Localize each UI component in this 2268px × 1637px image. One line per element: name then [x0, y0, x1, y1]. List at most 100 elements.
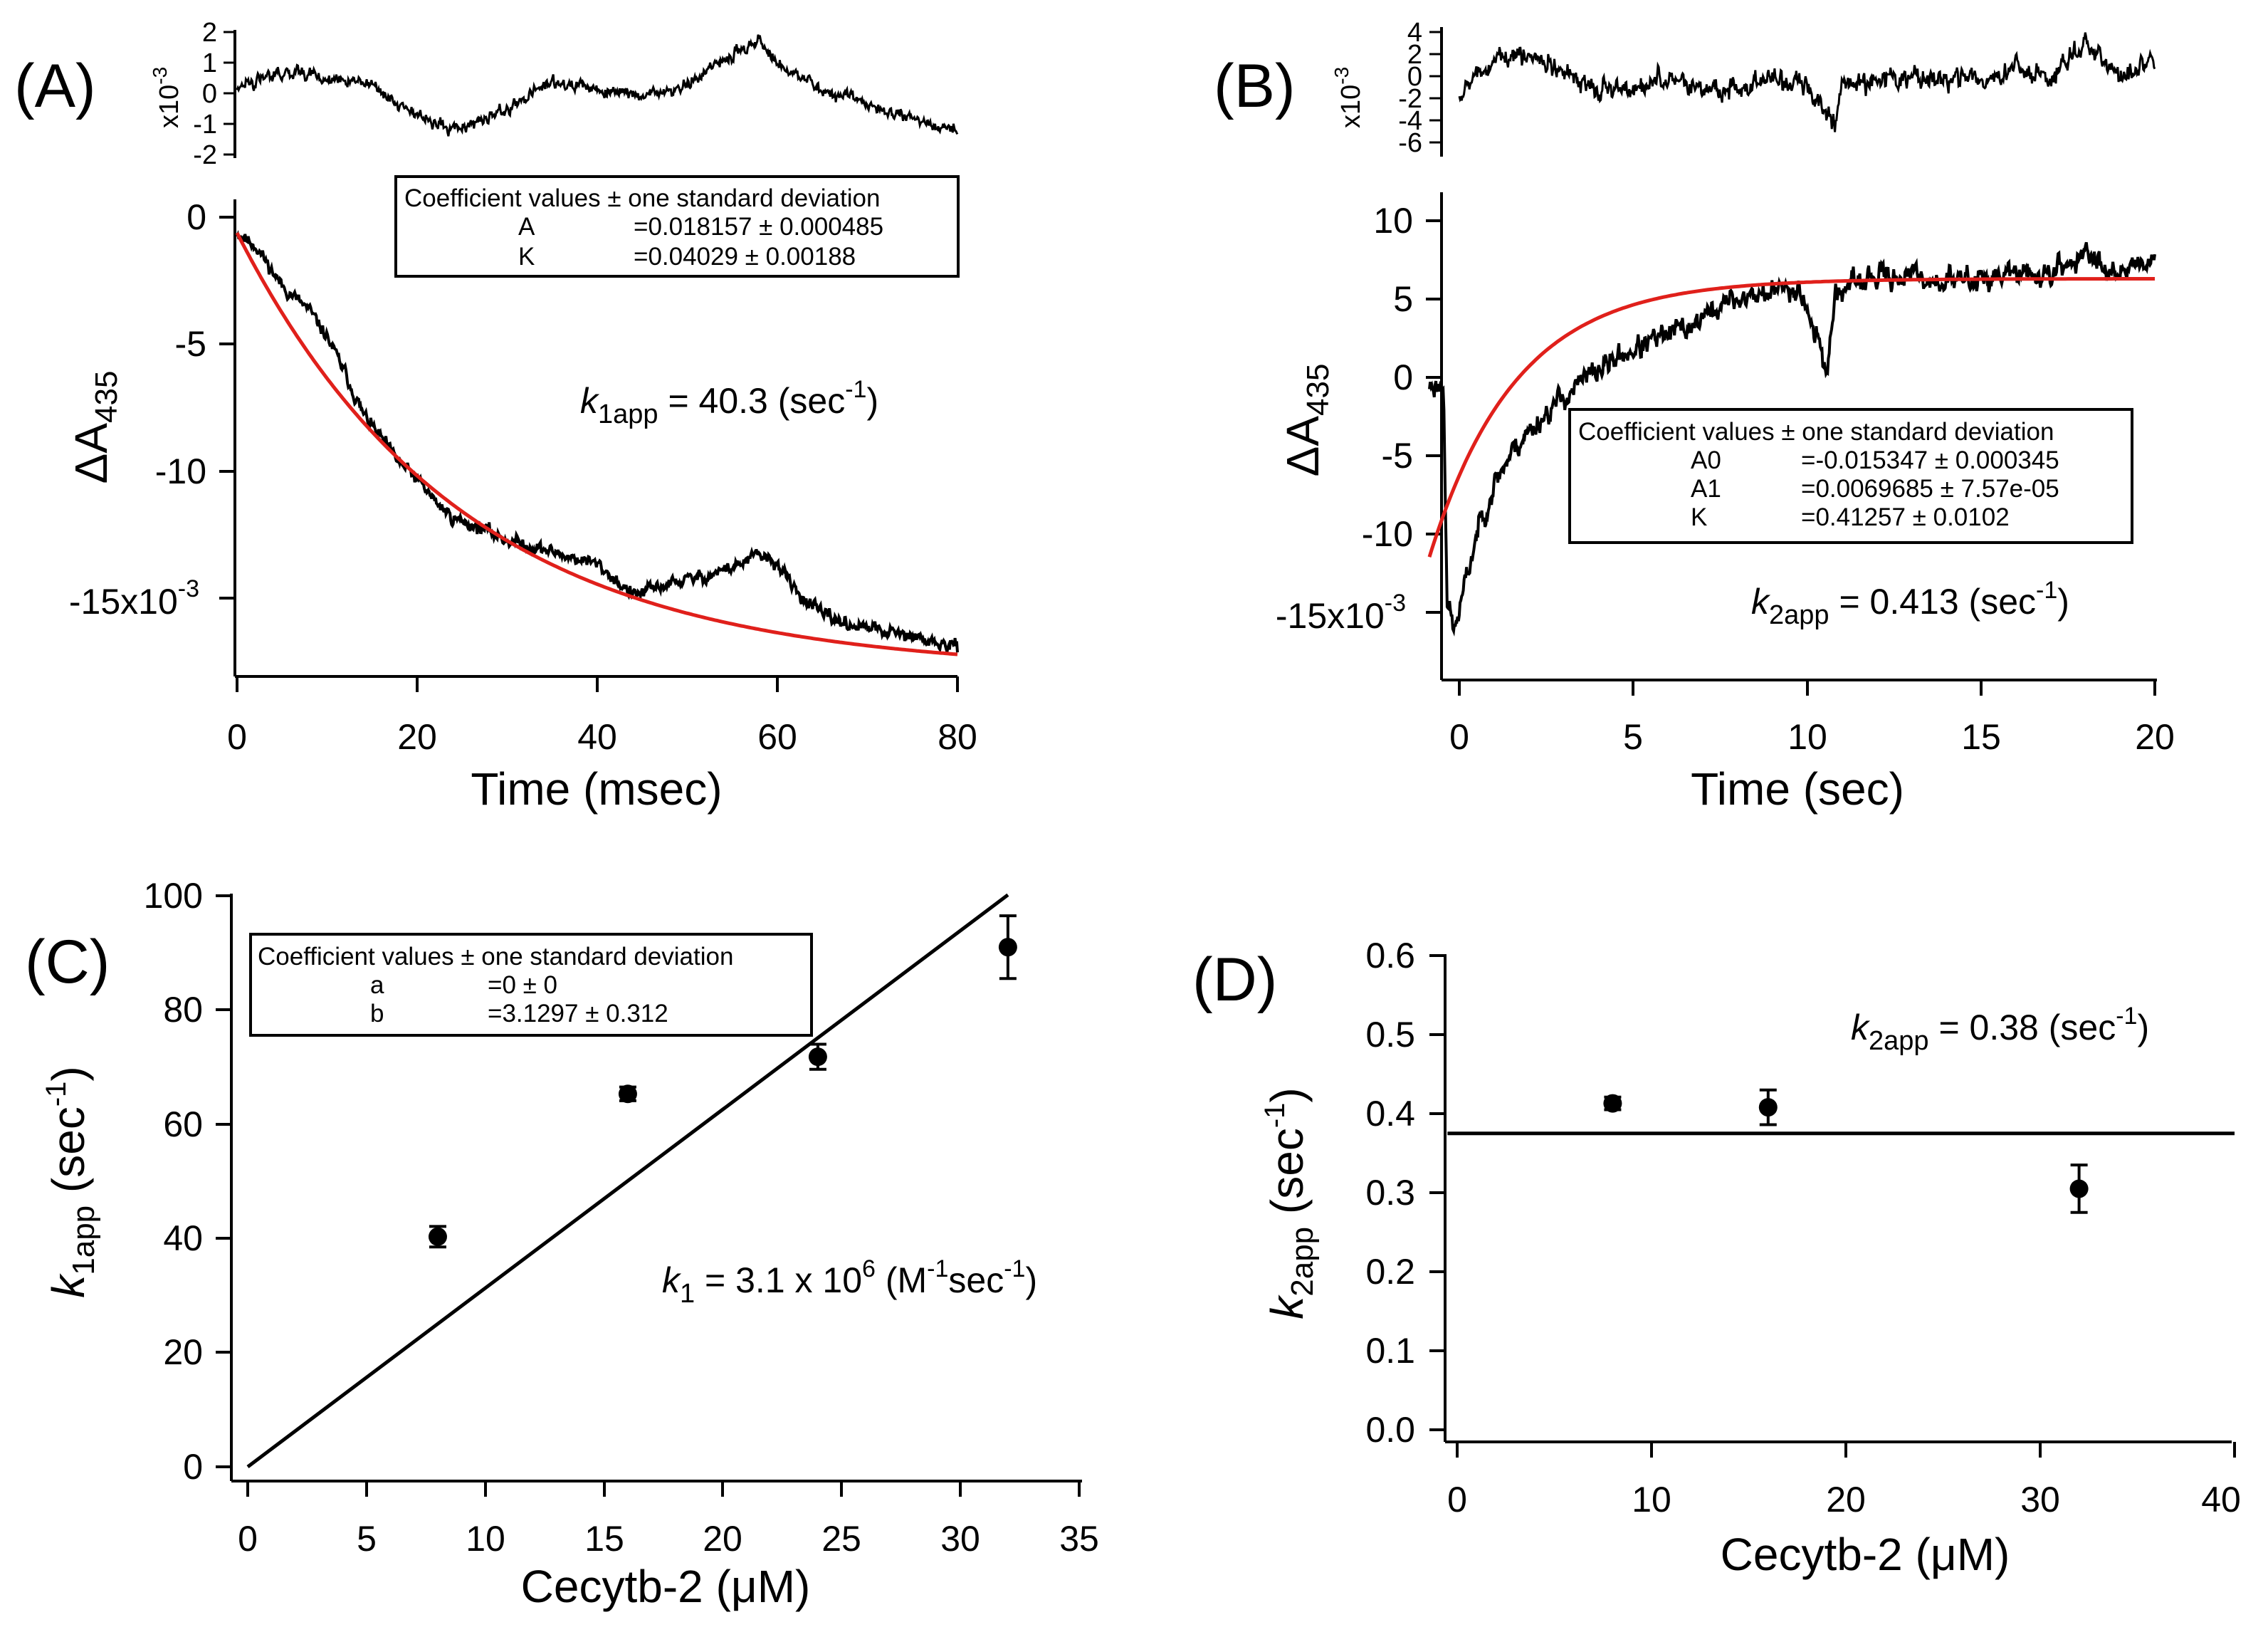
panel-c-y-tick-label: 60 — [163, 1104, 203, 1144]
panel-a-coefficient-box: Coefficient values ± one standard deviat… — [394, 175, 960, 278]
panel-b-box-value: =-0.015347 ± 0.000345 — [1801, 446, 2059, 474]
panel-c-fit-line — [246, 893, 1009, 1468]
panel-b-x-ticks: 0 5 10 15 20 — [1449, 680, 2175, 757]
panel-b-label: (B) — [1214, 52, 1296, 120]
panel-d-x-tick-label: 0 — [1447, 1480, 1467, 1520]
panel-c-x-ticks: 0 5 10 15 20 25 30 35 — [238, 1481, 1099, 1559]
panel-a-residual-ticks: 2 1 0 -1 -2 — [193, 18, 235, 170]
panel-b-residual-exponent: x10-3 — [1330, 67, 1366, 128]
panel-c-x-tick-label: 15 — [584, 1519, 624, 1559]
panel-c-y-tick-label: 20 — [163, 1332, 203, 1372]
panel-c-x-tick-label: 35 — [1059, 1519, 1099, 1559]
panel-a-y-tick-label: 0 — [187, 197, 206, 237]
panel-c-box-header: Coefficient values ± one standard deviat… — [258, 943, 733, 971]
panel-d-rate-annotation: k2app = 0.38 (sec-1) — [1851, 1003, 2149, 1056]
panel-c-box-value: =3.1297 ± 0.312 — [488, 1000, 668, 1027]
panel-b-y-tick-label: 5 — [1393, 279, 1413, 319]
panel-a-box-name: A — [518, 213, 535, 241]
panel-d-x-ticks: 0 10 20 30 40 — [1447, 1442, 2241, 1520]
panel-d-y-tick-label: 0.1 — [1365, 1331, 1415, 1371]
panel-a-label: (A) — [14, 52, 96, 120]
panel-c-x-tick-label: 25 — [821, 1519, 861, 1559]
panel-c-coefficient-box: Coefficient values ± one standard deviat… — [249, 933, 813, 1037]
panel-b-residual-tick: -4 — [1398, 106, 1422, 136]
panel-c-points — [428, 914, 1017, 1249]
panel-a-y-tick-label: -10 — [155, 451, 206, 491]
panel-b-coefficient-box: Coefficient values ± one standard deviat… — [1568, 408, 2133, 544]
panel-b-x-tick-label: 0 — [1449, 717, 1469, 757]
panel-c-y-tick-label: 0 — [183, 1447, 203, 1487]
panel-a-x-axis-label: Time (msec) — [471, 763, 722, 815]
panel-d-y-tick-label: 0.3 — [1365, 1173, 1415, 1213]
panel-c-y-tick-label: 40 — [163, 1218, 203, 1258]
panel-b-box-value: =0.41257 ± 0.0102 — [1801, 503, 2010, 531]
panel-b-y-ticks: 10 5 0 -5 -10 -15x10-3 — [1276, 201, 1442, 636]
panel-a-x-tick-label: 0 — [227, 717, 247, 757]
data-point — [1603, 1094, 1622, 1113]
panel-d-points — [1603, 1088, 2089, 1214]
panel-a-box-value: =0.04029 ± 0.00188 — [634, 243, 856, 271]
panel-b-x-tick-label: 20 — [2135, 717, 2175, 757]
panel-a-residual-tick: -1 — [193, 110, 217, 140]
panel-d: (D) 0.6 0.5 0.4 0.3 0.2 0.1 0.0 0 10 — [1192, 936, 2241, 1580]
panel-b-x-axis-label: Time (sec) — [1691, 763, 1904, 815]
panel-b-box-name: K — [1691, 503, 1707, 531]
panel-b-residual-tick: 4 — [1407, 18, 1422, 48]
panel-c-x-tick-label: 20 — [703, 1519, 742, 1559]
panel-d-x-tick-label: 30 — [2020, 1480, 2060, 1520]
data-point — [2069, 1179, 2089, 1198]
panel-d-y-ticks: 0.6 0.5 0.4 0.3 0.2 0.1 0.0 — [1365, 936, 1445, 1450]
panel-d-x-tick-label: 10 — [1632, 1480, 1671, 1520]
panel-a-x-tick-label: 20 — [397, 717, 437, 757]
panel-a-residual-tick: 2 — [202, 18, 217, 48]
panel-b-y-tick-label: 0 — [1393, 357, 1413, 397]
panel-b-x-tick-label: 10 — [1787, 717, 1827, 757]
panel-d-x-axis-label: Cecytb-2 (μM) — [1721, 1529, 2010, 1580]
panel-b-residual-tick: 0 — [1407, 62, 1422, 92]
panel-a-y-axis-label: ΔA435 — [65, 371, 124, 484]
panel-b-box-name: A0 — [1691, 446, 1721, 474]
panel-c-x-tick-label: 30 — [940, 1519, 980, 1559]
panel-c-label: (C) — [25, 928, 110, 996]
panel-c-box-name: b — [370, 1000, 384, 1027]
panel-a-residual-exponent: x10-3 — [149, 67, 184, 128]
data-point — [808, 1047, 827, 1067]
panel-b-y-tick-label: 10 — [1373, 201, 1413, 241]
panel-b-x-tick-label: 15 — [1961, 717, 2001, 757]
panel-c-x-axis-label: Cecytb-2 (μM) — [521, 1561, 811, 1612]
panel-a-residual-tick: 1 — [202, 48, 217, 78]
data-point — [618, 1084, 637, 1104]
panel-a-box-header: Coefficient values ± one standard deviat… — [404, 184, 880, 212]
panel-d-y-axis-label: k2app (sec-1) — [1259, 1087, 1320, 1319]
panel-a-fit-curve — [235, 231, 958, 657]
panel-b-box-value: =0.0069685 ± 7.57e-05 — [1801, 475, 2059, 503]
panel-c-x-tick-label: 5 — [357, 1519, 377, 1559]
panel-b-box-header: Coefficient values ± one standard deviat… — [1578, 418, 2054, 446]
panel-d-x-tick-label: 20 — [1826, 1480, 1866, 1520]
panel-b-residual-tick: -2 — [1398, 84, 1422, 114]
panel-a-rate-annotation: k1app = 40.3 (sec-1) — [580, 376, 878, 429]
panel-c-box-value: =0 ± 0 — [488, 971, 557, 999]
panel-b-residual-tick: -6 — [1398, 128, 1422, 158]
panel-a-residual-tick: 0 — [202, 79, 217, 109]
panel-b-y-axis-label: ΔA435 — [1277, 364, 1335, 477]
data-point — [428, 1227, 447, 1246]
panel-b-residual-ticks: 4 2 0 -2 -4 -6 — [1398, 18, 1442, 158]
panel-a-x-ticks: 0 20 40 60 80 — [227, 676, 977, 757]
panel-c-y-tick-label: 80 — [163, 990, 203, 1030]
panel-a-x-tick-label: 60 — [757, 717, 797, 757]
panel-b-fit-curve — [1427, 277, 2155, 558]
panel-b-residual-tick: 2 — [1407, 40, 1422, 70]
panel-a-x-tick-label: 80 — [938, 717, 977, 757]
panel-b: (B) 4 2 0 -2 -4 -6 x10-3 10 — [1214, 18, 2175, 815]
panel-c-y-axis-label: k1app (sec-1) — [41, 1066, 101, 1297]
data-point — [998, 938, 1017, 957]
panel-d-y-tick-label: 0.5 — [1365, 1015, 1415, 1055]
panel-c-x-tick-label: 10 — [466, 1519, 505, 1559]
panel-c-x-tick-label: 0 — [238, 1519, 258, 1559]
panel-b-rate-annotation: k2app = 0.413 (sec-1) — [1751, 577, 2069, 630]
panel-a-x-tick-label: 40 — [577, 717, 617, 757]
panel-a-residual-tick: -2 — [193, 140, 217, 170]
panel-c-rate-annotation: k1 = 3.1 x 106 (M-1sec-1) — [662, 1255, 1037, 1309]
